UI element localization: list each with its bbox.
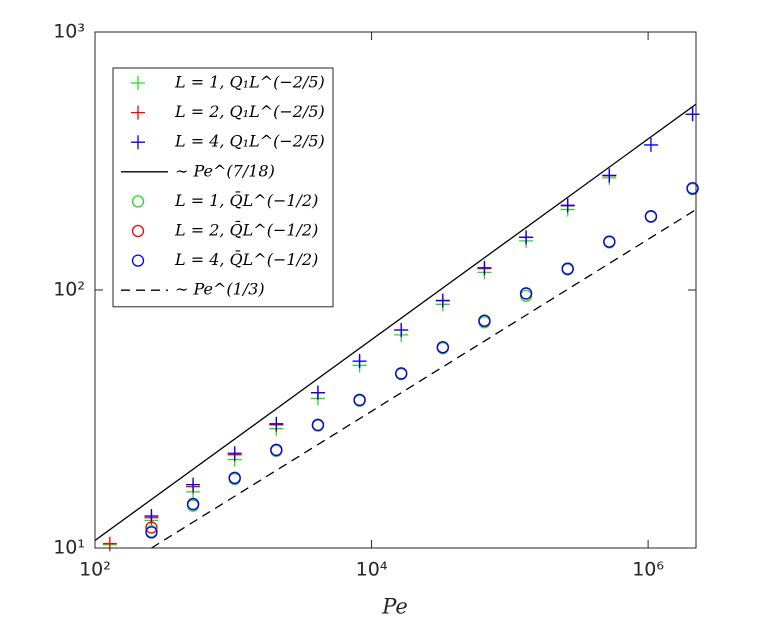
plus-marker bbox=[352, 354, 367, 369]
circle-marker bbox=[131, 195, 145, 208]
circle-marker bbox=[228, 471, 241, 485]
circle-marker bbox=[270, 443, 283, 457]
legend-label: L = 2, Q₁L^(−2/5) bbox=[174, 102, 325, 121]
x-axis-label: Pe bbox=[381, 595, 408, 619]
x-tick-label: 10² bbox=[79, 559, 111, 581]
legend-label: L = 2, Q̄L^(−1/2) bbox=[174, 219, 318, 240]
circle-marker bbox=[561, 262, 574, 275]
circle-marker bbox=[686, 182, 699, 195]
circle-marker bbox=[145, 521, 158, 534]
circle-marker bbox=[436, 341, 449, 354]
plus-marker bbox=[131, 135, 145, 150]
legend-box bbox=[112, 67, 334, 308]
legend-label: L = 1, Q̄L^(−1/2) bbox=[174, 189, 318, 210]
x-tick-label: 10⁴ bbox=[356, 559, 388, 581]
plus-marker bbox=[394, 322, 409, 337]
circle-marker bbox=[603, 235, 616, 248]
circle-marker bbox=[519, 287, 533, 300]
plus-marker bbox=[269, 416, 284, 431]
plus-marker bbox=[186, 477, 201, 492]
plus-marker bbox=[643, 137, 658, 152]
legend-label: L = 4, Q̄L^(−1/2) bbox=[174, 248, 318, 269]
legend-label: ∼ Pe^(7/18) bbox=[175, 161, 275, 180]
legend-label: L = 4, Q₁L^(−2/5) bbox=[174, 132, 325, 151]
axes-frame bbox=[94, 31, 697, 549]
plus-marker bbox=[560, 198, 575, 213]
plus-marker bbox=[227, 446, 242, 461]
plus-marker bbox=[685, 107, 700, 122]
plus-marker bbox=[477, 260, 492, 275]
plus-marker bbox=[131, 76, 145, 90]
y-tick-label: 10² bbox=[53, 279, 85, 301]
circle-marker bbox=[644, 210, 658, 223]
y-tick-label: 10³ bbox=[53, 21, 85, 43]
plus-marker bbox=[435, 293, 450, 308]
circle-marker bbox=[131, 254, 145, 267]
circle-marker bbox=[353, 393, 366, 407]
circle-marker bbox=[131, 224, 145, 238]
x-tick-label: 10⁶ bbox=[632, 559, 664, 581]
legend-label: ∼ Pe^(1/3) bbox=[175, 280, 265, 299]
plus-marker bbox=[131, 105, 145, 120]
fit-line bbox=[95, 103, 696, 541]
circle-marker bbox=[478, 314, 491, 327]
plus-marker bbox=[144, 509, 159, 524]
circle-marker bbox=[395, 367, 408, 380]
circle-marker bbox=[145, 526, 158, 539]
y-tick-label: 10¹ bbox=[53, 537, 85, 559]
fit-line bbox=[151, 209, 696, 548]
plus-marker bbox=[519, 230, 534, 245]
circle-marker bbox=[186, 497, 200, 511]
legend-label: L = 1, Q₁L^(−2/5) bbox=[174, 73, 325, 92]
circle-marker bbox=[311, 418, 325, 432]
plus-marker bbox=[310, 385, 325, 400]
plus-marker bbox=[602, 168, 617, 183]
